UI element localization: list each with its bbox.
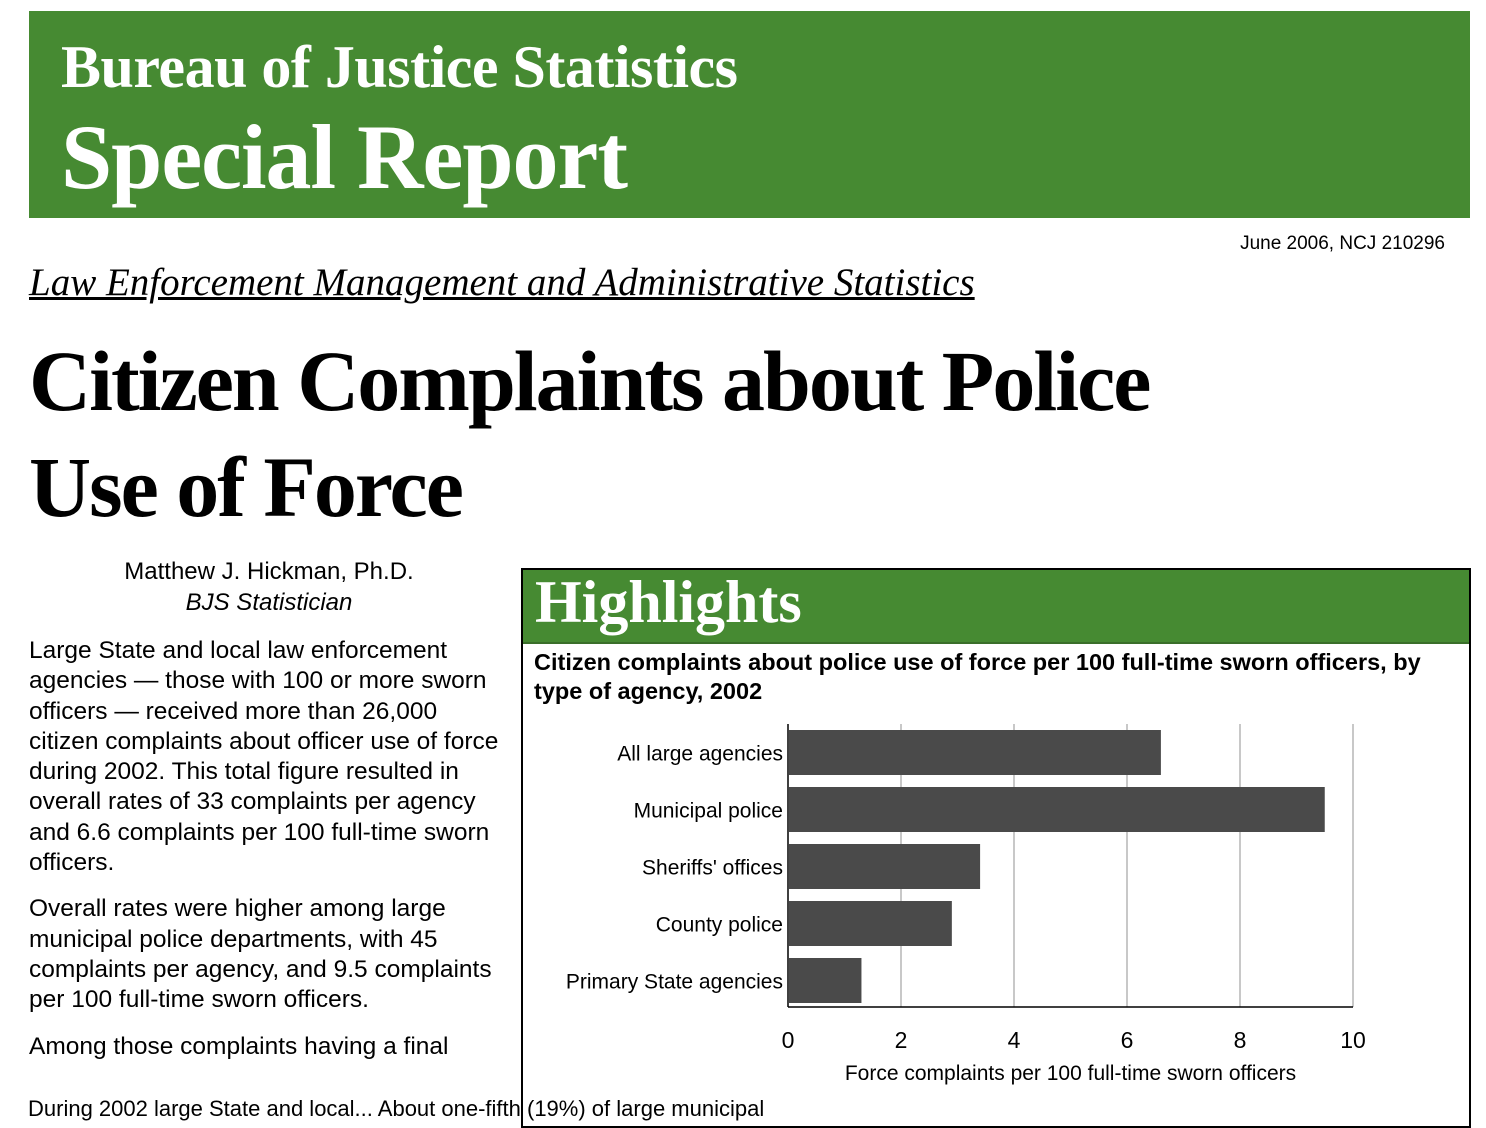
- highlights-header: Highlights: [523, 569, 1469, 644]
- masthead: Bureau of Justice Statistics Special Rep…: [29, 11, 1470, 218]
- author-role: BJS Statistician: [185, 589, 353, 616]
- bar: [789, 787, 1325, 832]
- bar: [789, 844, 981, 889]
- page-title: Citizen Complaints about Police Use of F…: [29, 328, 1329, 540]
- category-label: County police: [656, 914, 783, 937]
- bar: [789, 901, 952, 946]
- chart-title: Citizen complaints about police use of f…: [534, 649, 1421, 704]
- category-label: Primary State agencies: [566, 971, 783, 994]
- body-paragraph-1: Large State and local law enforcement ag…: [29, 637, 499, 877]
- publication-info: June 2006, NCJ 210296: [1240, 233, 1445, 254]
- category-label: All large agencies: [617, 743, 783, 766]
- author-name: Matthew J. Hickman, Ph.D.: [124, 558, 414, 585]
- x-tick-label: 6: [1121, 1027, 1134, 1053]
- body-column: Large State and local law enforcement ag…: [29, 636, 499, 1078]
- x-tick-label: 10: [1340, 1027, 1366, 1053]
- highlights-heading: Highlights: [535, 569, 802, 635]
- masthead-bureau-name: Bureau of Justice Statistics: [61, 34, 738, 100]
- bar: [789, 730, 1161, 775]
- bar: [789, 958, 862, 1003]
- x-axis-label: Force complaints per 100 full-time sworn…: [845, 1062, 1296, 1085]
- title-line-1: Citizen Complaints about Police: [29, 333, 1151, 429]
- category-label: Sheriffs' offices: [642, 857, 783, 880]
- body-paragraph-3: Among those complaints having a final: [29, 1032, 449, 1060]
- highlights-continuation-text: During 2002 large State and local... Abo…: [28, 1096, 765, 1121]
- masthead-report-type: Special Report: [61, 106, 628, 208]
- author-block: Matthew J. Hickman, Ph.D. BJS Statistici…: [29, 556, 509, 618]
- series-title: Law Enforcement Management and Administr…: [29, 261, 975, 304]
- body-paragraph-2: Overall rates were higher among large mu…: [29, 895, 492, 1014]
- x-tick-label: 8: [1234, 1027, 1247, 1053]
- category-label: Municipal police: [634, 800, 783, 823]
- x-tick-label: 4: [1008, 1027, 1021, 1053]
- title-line-2: Use of Force: [29, 439, 464, 535]
- highlights-box: Highlights Citizen complaints about poli…: [521, 568, 1471, 1128]
- x-tick-label: 0: [782, 1027, 795, 1053]
- x-tick-label: 2: [895, 1027, 908, 1053]
